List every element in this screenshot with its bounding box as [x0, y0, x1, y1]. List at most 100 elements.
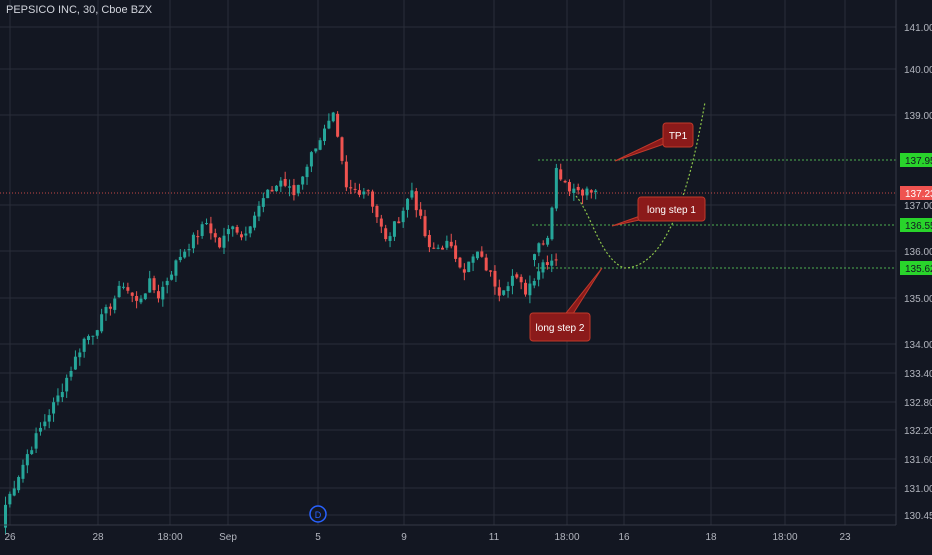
candle-body	[489, 270, 493, 272]
candle-body	[274, 185, 278, 192]
candle	[279, 177, 283, 193]
candle	[130, 292, 134, 303]
candle	[165, 277, 169, 294]
candle	[30, 446, 34, 456]
candle	[301, 176, 305, 190]
candle	[135, 291, 139, 309]
candle-body	[349, 187, 353, 189]
callout-label: long step 1	[647, 205, 696, 216]
candle	[357, 183, 361, 198]
candle-body	[331, 112, 335, 122]
event-marker-circle	[309, 505, 327, 523]
candle	[87, 334, 91, 345]
candle	[95, 329, 99, 339]
candle-body	[108, 306, 112, 309]
candle	[410, 182, 414, 200]
candle-body	[296, 184, 300, 194]
candle	[397, 217, 401, 224]
candle	[143, 293, 147, 301]
annotation-callout[interactable]: long step 2	[529, 267, 603, 342]
candle	[475, 251, 479, 261]
candle-body	[231, 226, 235, 230]
candle	[65, 374, 69, 398]
price-badges: 137.95 136.55 135.62 137.23 D	[309, 153, 932, 523]
candle	[489, 270, 493, 277]
candle	[161, 281, 165, 307]
candle-body	[458, 257, 462, 268]
candle-body	[497, 287, 501, 296]
candle	[331, 111, 335, 123]
candle	[493, 265, 497, 295]
candle	[91, 335, 95, 345]
candle-body	[187, 249, 191, 251]
candle	[537, 263, 541, 287]
candle	[56, 388, 60, 406]
candle-body	[235, 227, 239, 233]
candle-body	[95, 330, 99, 336]
candle-body	[314, 148, 318, 152]
annotation-callout[interactable]: long step 1	[611, 196, 706, 227]
candle-body	[156, 291, 160, 299]
candle	[567, 179, 571, 197]
candle-body	[301, 176, 305, 185]
candle	[458, 256, 462, 269]
candle	[305, 164, 309, 185]
event-marker-label: D	[315, 510, 322, 520]
candle	[467, 261, 471, 273]
candlestick-series	[4, 111, 598, 534]
price-axis-tick-label: 137.00	[904, 201, 932, 212]
candle-body	[218, 237, 222, 248]
candle	[445, 235, 449, 250]
candle-body	[25, 454, 29, 466]
candle	[261, 192, 265, 213]
candle-body	[445, 240, 449, 248]
level-price-badge	[900, 218, 932, 232]
candle-body	[100, 314, 104, 332]
callout-box	[662, 122, 694, 148]
time-axis-tick-label: Sep	[219, 532, 237, 543]
level-price-badge-label: 136.55	[905, 221, 932, 232]
candle	[532, 278, 536, 289]
candle	[314, 148, 318, 154]
candle	[510, 269, 514, 295]
candle	[52, 397, 56, 422]
callout-label: long step 2	[536, 323, 585, 334]
dividend-event-marker[interactable]: D	[309, 505, 327, 523]
candle-body	[165, 280, 169, 286]
price-axis-tick-label: 139.00	[904, 111, 932, 122]
candle-body	[563, 181, 567, 183]
candle	[353, 182, 357, 194]
candle-body	[38, 427, 42, 432]
projection-path	[575, 101, 706, 269]
candle	[528, 275, 532, 304]
candle-body	[423, 216, 427, 237]
candle-body	[353, 188, 357, 190]
candle-body	[581, 189, 585, 196]
candle-body	[471, 256, 475, 263]
candle	[274, 185, 278, 192]
candle-body	[170, 274, 174, 280]
time-axis-tick-label: 9	[401, 532, 407, 543]
candle-body	[480, 251, 484, 257]
annotation-callout[interactable]: TP1	[614, 122, 694, 162]
candle	[187, 243, 191, 257]
annotation-callouts[interactable]: TP1 long step 1 long step 2	[529, 122, 706, 342]
candle-body	[135, 296, 139, 301]
candle	[82, 337, 86, 358]
candle	[244, 226, 248, 241]
price-axis-tick-label: 131.60	[904, 455, 932, 466]
candle-body	[60, 392, 64, 398]
candle-body	[427, 234, 431, 248]
candle	[196, 230, 200, 245]
candle	[506, 281, 510, 298]
candle-body	[589, 190, 593, 193]
candle	[423, 209, 427, 238]
candle-body	[78, 352, 82, 358]
candle	[78, 348, 82, 366]
candle-body	[475, 251, 479, 259]
level-price-badge	[900, 261, 932, 275]
candle	[581, 188, 585, 205]
candle	[156, 284, 160, 303]
